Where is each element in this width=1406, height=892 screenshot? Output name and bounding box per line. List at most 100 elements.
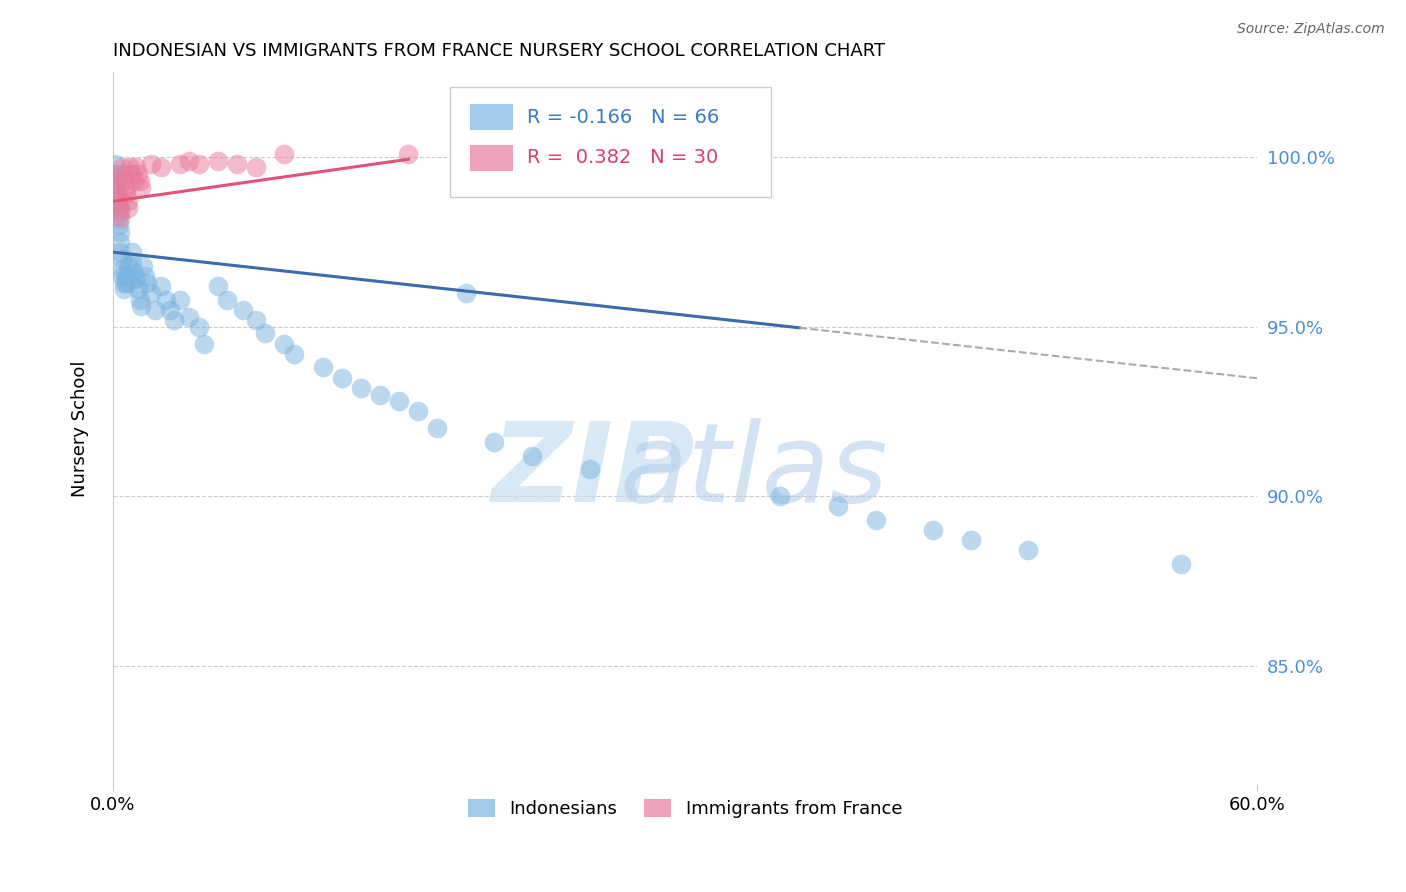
Point [396,146,419,161]
Point [118,276,141,290]
Point [112,282,135,296]
Point [117,259,139,273]
Point [112,276,135,290]
Point [187,319,209,334]
Text: R = -0.166   N = 66: R = -0.166 N = 66 [527,108,720,127]
Point [122,174,145,188]
Point [105,184,128,198]
Text: R =  0.382   N = 30: R = 0.382 N = 30 [527,148,718,168]
Point [121,167,143,181]
Point [115,268,138,283]
Point [207,279,229,293]
FancyBboxPatch shape [470,145,513,170]
Point [225,157,247,171]
Point [131,299,153,313]
Y-axis label: Nursery School: Nursery School [72,360,89,497]
Point [311,360,333,375]
Point [217,293,239,307]
Point [115,180,138,194]
Point [1170,557,1192,571]
Point [107,208,129,222]
Point [110,211,132,226]
Point [111,262,134,277]
Point [110,235,132,249]
Point [111,268,134,283]
Point [107,191,129,205]
Point [139,157,162,171]
Point [155,293,177,307]
Point [105,184,128,198]
Point [117,201,139,215]
Point [207,153,229,168]
Text: INDONESIAN VS IMMIGRANTS FROM FRANCE NURSERY SCHOOL CORRELATION CHART: INDONESIAN VS IMMIGRANTS FROM FRANCE NUR… [112,42,884,60]
Point [121,255,143,269]
Point [163,313,186,327]
Point [254,326,277,341]
Point [368,387,391,401]
Point [107,201,129,215]
Point [522,449,544,463]
Point [127,167,149,181]
Point [273,336,295,351]
Point [104,157,127,171]
Point [960,533,983,548]
Point [111,167,134,181]
Point [193,336,215,351]
Point [128,293,150,307]
Point [111,161,134,175]
Point [231,302,253,317]
Point [149,279,172,293]
Point [139,285,162,300]
Point [179,310,201,324]
Point [111,252,134,266]
Point [117,194,139,209]
Text: ZIP: ZIP [492,417,695,524]
Point [121,245,143,260]
Point [105,174,128,188]
Point [128,174,150,188]
Point [388,394,411,409]
Point [107,197,129,211]
Point [115,276,138,290]
Point [169,293,191,307]
Point [131,180,153,194]
Point [1017,543,1039,558]
Point [110,225,132,239]
FancyBboxPatch shape [450,87,770,197]
Point [273,146,295,161]
Point [117,268,139,283]
Point [149,161,172,175]
Point [454,285,477,300]
Point [134,268,156,283]
Text: Source: ZipAtlas.com: Source: ZipAtlas.com [1237,22,1385,37]
Point [118,161,141,175]
Point [125,161,148,175]
Point [426,421,449,435]
Point [105,194,128,209]
Point [350,381,373,395]
Point [122,265,145,279]
Legend: Indonesians, Immigrants from France: Indonesians, Immigrants from France [461,791,910,825]
Text: atlas: atlas [619,417,889,524]
FancyBboxPatch shape [470,104,513,130]
Point [159,302,181,317]
Point [283,347,305,361]
Point [125,272,148,286]
Point [127,282,149,296]
Point [104,178,127,192]
Point [245,161,267,175]
Point [330,370,353,384]
Point [107,218,129,232]
Point [136,276,159,290]
Point [827,500,849,514]
Point [865,513,887,527]
Point [110,204,132,219]
Point [110,245,132,260]
Point [132,259,155,273]
Point [104,167,127,181]
Point [245,313,267,327]
Point [769,489,792,503]
Point [112,174,135,188]
Point [406,404,429,418]
Point [578,462,600,476]
